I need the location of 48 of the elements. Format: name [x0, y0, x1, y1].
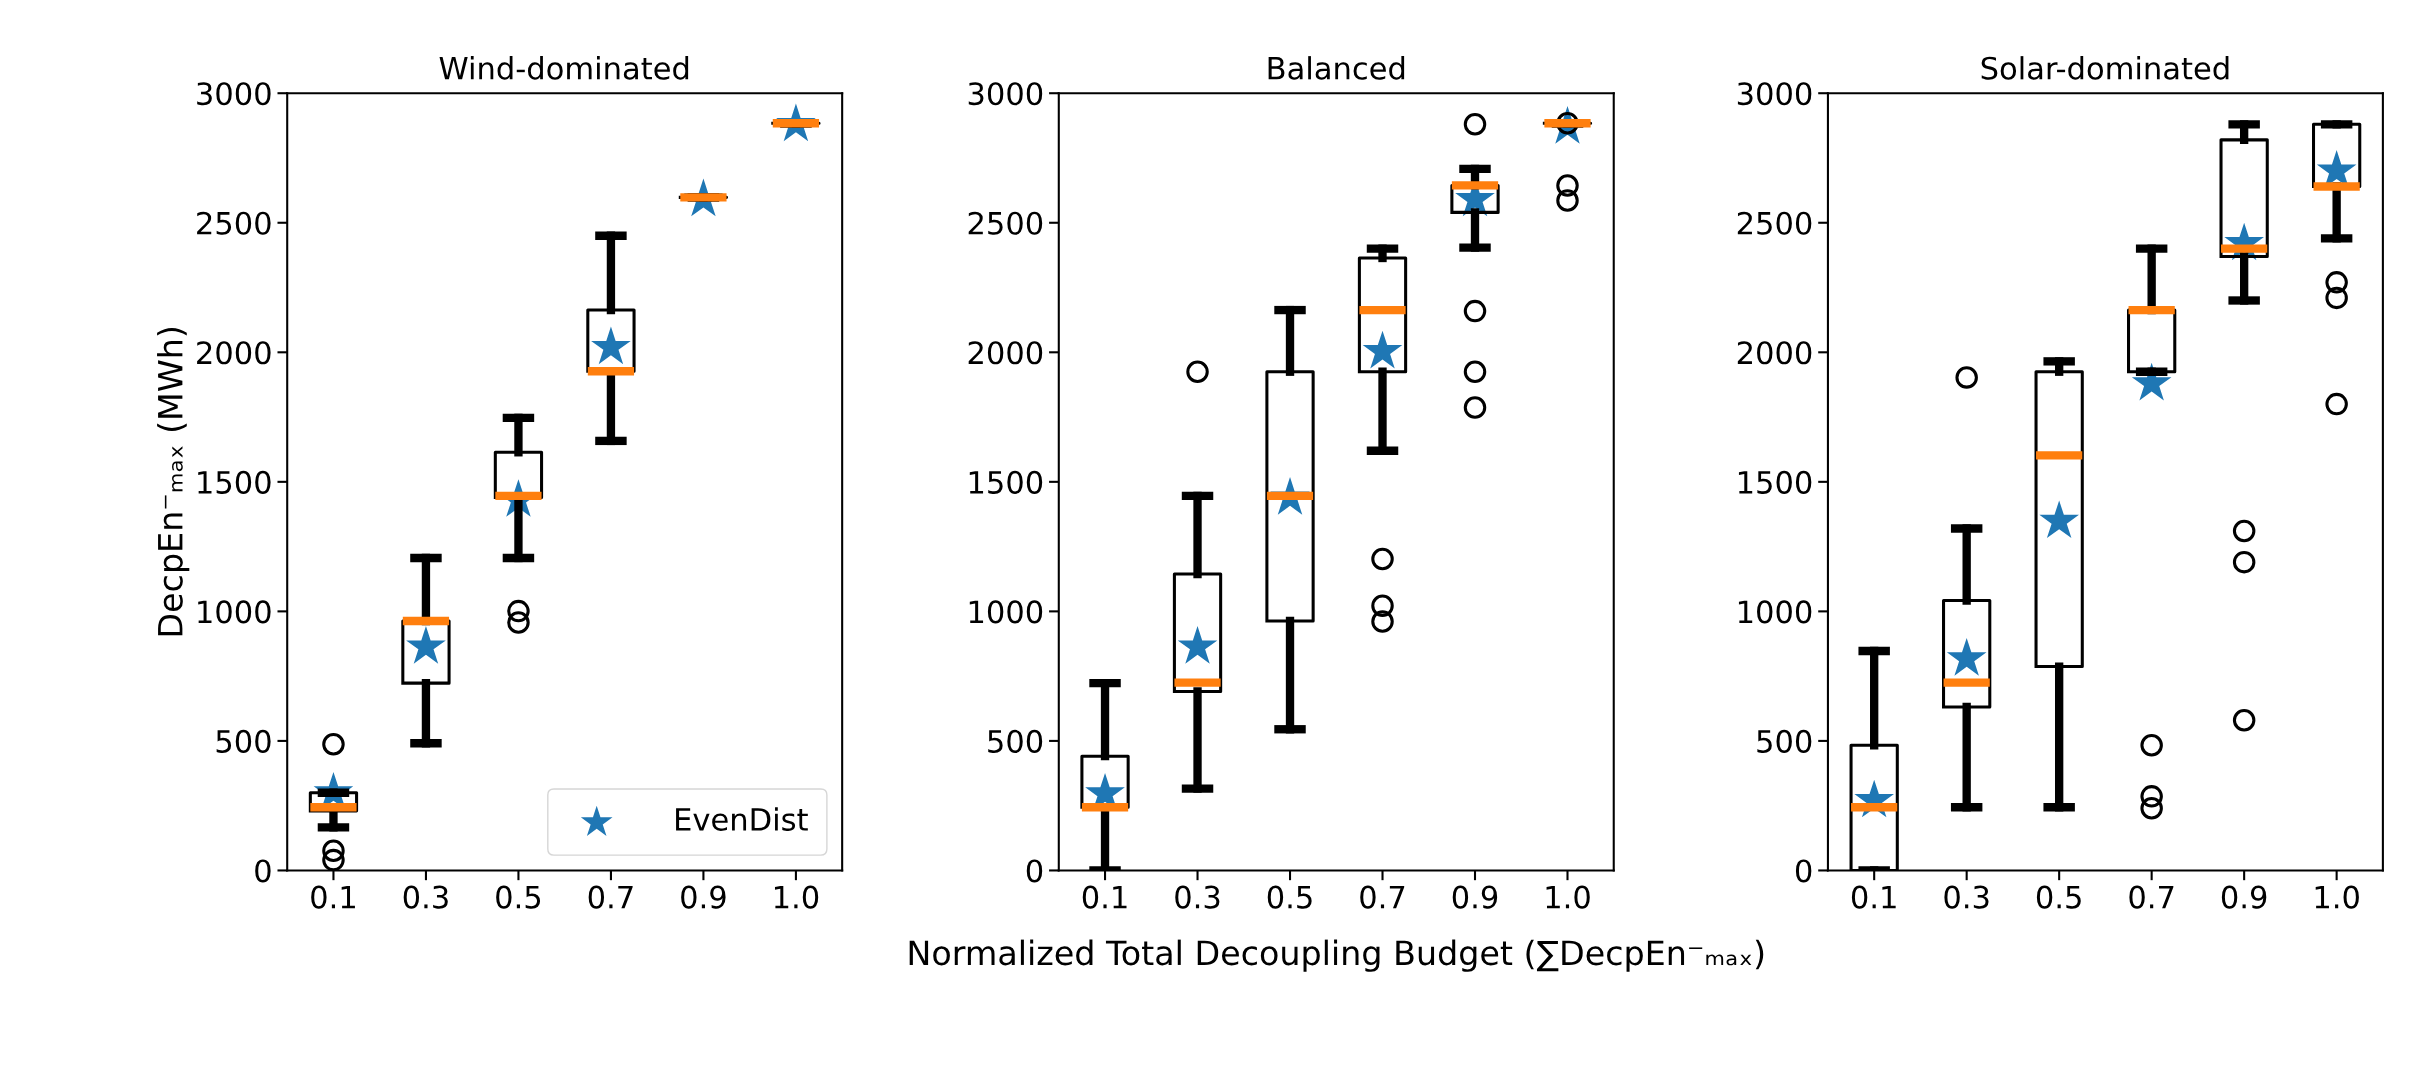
- y-tick-label: 2000: [968, 341, 1043, 365]
- y-tick-label: 1000: [969, 600, 1043, 624]
- x-tick-label: 0.1: [311, 885, 355, 909]
- y-tick-label: 1500: [1738, 470, 1812, 494]
- x-tick-label: 0.5: [2036, 885, 2081, 909]
- y-tick-label: 500: [216, 729, 271, 753]
- x-axis-title: Normalized Total Decoupling Budget (∑DecpEn⁻ₘₐₓ): [909, 939, 1764, 972]
- y-tick-label: 500: [988, 729, 1043, 753]
- y-tick-label: 1000: [198, 600, 271, 624]
- x-tick-label: 0.9: [2221, 885, 2267, 909]
- x-tick-label: 0.9: [1452, 885, 1498, 909]
- y-tick-label: 0: [1795, 859, 1812, 883]
- y-tick-label: 2500: [968, 211, 1043, 235]
- x-tick-label: 0.1: [1082, 885, 1127, 909]
- y-tick-label: 0: [255, 859, 271, 883]
- x-tick-label: 0.7: [1360, 885, 1405, 909]
- y-tick-label: 2000: [197, 341, 271, 365]
- y-tick-label: 2500: [1737, 211, 1812, 235]
- y-tick-label: 500: [1757, 729, 1812, 753]
- x-tick-label: 0.5: [1267, 885, 1312, 909]
- point: [1362, 330, 1403, 369]
- x-tick-label: 0.3: [403, 885, 448, 909]
- x-tick-label: 1.0: [2315, 885, 2359, 909]
- y-tick-label: 1500: [198, 470, 271, 494]
- chart-title: Solar-dominated: [1981, 56, 2229, 80]
- x-tick-label: 0.5: [496, 885, 541, 909]
- x-tick-label: 0.3: [1175, 885, 1220, 909]
- y-tick-label: 2500: [197, 211, 271, 235]
- y-tick-label: 2000: [1737, 341, 1812, 365]
- y-tick-label: 3000: [1737, 82, 1812, 106]
- y-tick-label: 1500: [969, 470, 1043, 494]
- chart-title: Balanced: [1268, 56, 1405, 80]
- x-tick-label: 0.1: [1851, 885, 1896, 909]
- y-tick-label: 3000: [197, 82, 271, 106]
- y-tick-label: 1000: [1738, 600, 1812, 624]
- point: [2131, 362, 2172, 401]
- legend-label: EvenDist: [676, 807, 808, 831]
- y-axis-title: DecpEn⁻ₘₐₓ (MWh): [157, 327, 190, 636]
- point: [2039, 500, 2079, 539]
- y-tick-label: 3000: [968, 82, 1043, 106]
- chart-title: Wind-dominated: [439, 56, 689, 80]
- x-tick-label: 0.3: [1944, 885, 1989, 909]
- x-tick-label: 1.0: [1546, 885, 1590, 909]
- x-tick-label: 0.9: [681, 885, 726, 909]
- x-tick-label: 0.7: [2129, 885, 2174, 909]
- x-tick-label: 0.7: [588, 885, 633, 909]
- y-tick-label: 0: [1026, 859, 1043, 883]
- x-tick-label: 1.0: [774, 885, 819, 909]
